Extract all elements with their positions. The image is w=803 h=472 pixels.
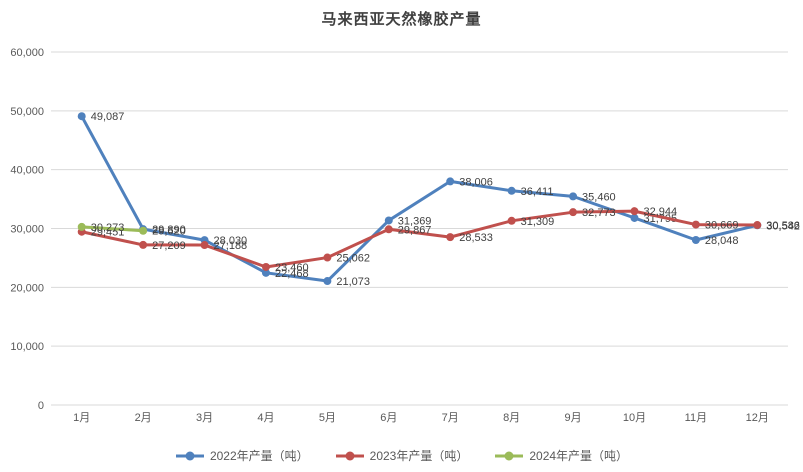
data-point	[323, 277, 332, 286]
data-label: 32,944	[643, 206, 677, 218]
data-point	[446, 177, 455, 186]
data-label: 29,620	[152, 226, 186, 238]
legend-marker-line-dot-icon	[175, 451, 204, 460]
data-point	[384, 216, 393, 225]
data-label: 32,773	[582, 207, 616, 219]
series-line	[80, 114, 759, 283]
data-label: 36,411	[521, 186, 554, 198]
x-tick-label: 3月	[196, 412, 213, 424]
x-tick-label: 12月	[746, 412, 769, 424]
data-point	[691, 220, 700, 229]
legend-label-2022: 2022年产量（吨）	[209, 449, 309, 463]
data-point	[384, 225, 393, 234]
data-label: 30,669	[705, 220, 739, 232]
data-label: 30,542	[766, 220, 800, 232]
data-point	[261, 268, 270, 277]
legend-item-2024: 2024年产量（吨）	[494, 447, 628, 464]
y-tick-label: 10,000	[10, 341, 44, 353]
data-label: 30,273	[91, 222, 125, 234]
chart-title: 马来西亚天然橡胶产量	[321, 11, 482, 28]
data-point	[507, 216, 516, 225]
data-label: 31,309	[521, 216, 555, 228]
data-label: 21,073	[336, 276, 370, 288]
data-point	[139, 226, 148, 235]
legend-item-2022: 2022年产量（吨）	[175, 447, 309, 464]
x-tick-label: 5月	[319, 412, 336, 424]
data-point	[139, 240, 148, 249]
x-tick-label: 4月	[257, 412, 274, 424]
data-label: 28,048	[705, 235, 739, 247]
x-tick-label: 6月	[380, 412, 397, 424]
data-point	[446, 233, 455, 242]
data-point	[261, 262, 270, 271]
series-2024年产量（吨）: 30,273 29,620	[77, 222, 186, 238]
data-label: 31,369	[398, 215, 432, 227]
x-tick-label: 8月	[503, 412, 520, 424]
data-point	[630, 207, 639, 216]
data-point	[200, 241, 209, 250]
legend-item-2023: 2023年产量（吨）	[335, 447, 469, 464]
data-label: 23,460	[275, 262, 309, 274]
y-tick-label: 20,000	[10, 282, 44, 294]
data-point	[77, 112, 86, 121]
data-label: 29,867	[398, 224, 432, 236]
data-label: 28,533	[459, 232, 493, 244]
data-point	[77, 222, 86, 231]
data-label: 25,062	[336, 253, 370, 265]
series-2022年产量（吨）: 49,087 29,890 28,030 22,468 21,073 31,369 38,0…	[77, 111, 800, 288]
data-label: 30,586	[766, 220, 800, 232]
x-tick-label: 2月	[135, 412, 152, 424]
x-tick-label: 9月	[564, 412, 581, 424]
chart-legend: 2022年产量（吨） 2023年产量（吨） 2024年产量（吨）	[0, 447, 803, 464]
grid-and-axes: 0 10,000 20,000 30,000 40,000 50,000 60,000 1月 2…	[10, 47, 788, 424]
y-tick-label: 60,000	[10, 47, 44, 59]
data-point	[507, 186, 516, 195]
data-label: 49,087	[91, 111, 125, 123]
legend-marker-line-dot-icon	[495, 451, 524, 460]
data-label: 38,006	[459, 176, 493, 188]
data-label: 27,209	[152, 240, 186, 252]
legend-label-2024: 2024年产量（吨）	[529, 449, 629, 463]
data-point	[753, 221, 762, 230]
x-tick-label: 10月	[623, 412, 646, 424]
data-label: 27,188	[214, 240, 248, 252]
data-point	[569, 192, 578, 201]
data-label: 29,890	[152, 224, 186, 236]
line-chart-plot: 0 10,000 20,000 30,000 40,000 50,000 60,000 1月 2…	[10, 47, 800, 424]
y-tick-label: 0	[38, 400, 44, 412]
legend-marker-line-dot-icon	[335, 451, 364, 460]
data-point	[569, 208, 578, 217]
y-tick-label: 40,000	[10, 165, 44, 177]
data-label: 28,030	[214, 235, 248, 247]
data-point	[630, 213, 639, 222]
series-line	[80, 209, 759, 269]
x-tick-label: 7月	[442, 412, 459, 424]
x-tick-label: 1月	[73, 412, 90, 424]
y-tick-label: 50,000	[10, 106, 44, 118]
legend-label-2023: 2023年产量（吨）	[369, 449, 469, 463]
y-tick-label: 30,000	[10, 224, 44, 236]
data-point	[691, 235, 700, 244]
x-tick-label: 11月	[685, 412, 707, 424]
data-label: 22,468	[275, 268, 309, 280]
data-label: 35,460	[582, 191, 616, 203]
series-line	[80, 225, 145, 233]
data-point	[323, 253, 332, 262]
